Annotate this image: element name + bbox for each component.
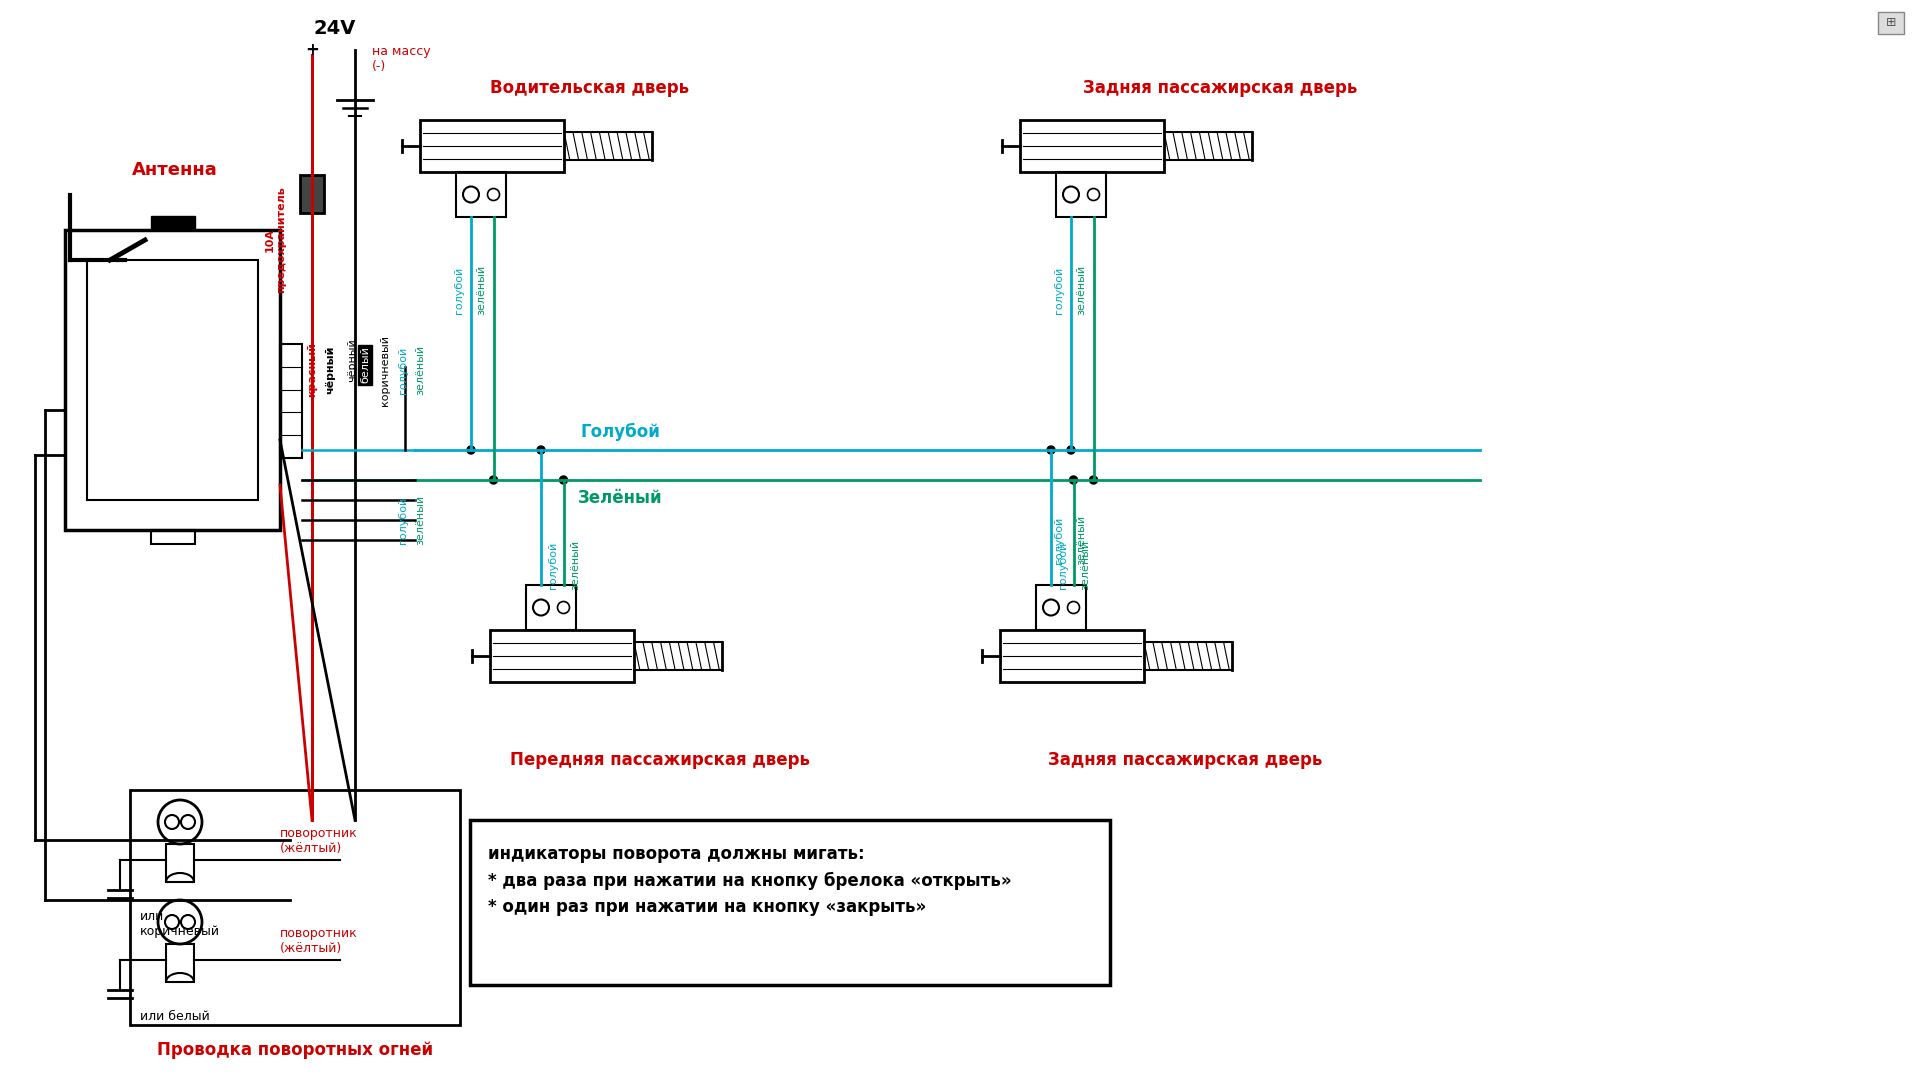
Text: зелёный: зелёный xyxy=(1077,515,1087,565)
Bar xyxy=(280,345,301,458)
Text: Водительская дверь: Водительская дверь xyxy=(490,79,689,97)
Bar xyxy=(165,843,194,882)
Text: Проводка поворотных огней: Проводка поворотных огней xyxy=(157,1041,434,1059)
Text: голубой: голубой xyxy=(547,541,559,589)
Text: 10А
предохранитель: 10А предохранитель xyxy=(265,187,286,294)
Text: зелёный: зелёный xyxy=(415,345,424,395)
Text: голубой: голубой xyxy=(1054,516,1064,564)
Text: или белый: или белый xyxy=(140,1010,209,1023)
Text: Голубой: Голубой xyxy=(580,423,660,441)
Text: зелёный: зелёный xyxy=(476,265,486,315)
Bar xyxy=(300,175,324,213)
Text: индикаторы поворота должны мигать:
* два раза при нажатии на кнопку брелока «отк: индикаторы поворота должны мигать: * два… xyxy=(488,845,1012,916)
Text: зелёный: зелёный xyxy=(415,495,424,545)
Text: Задняя пассажирская дверь: Задняя пассажирская дверь xyxy=(1048,751,1323,769)
Text: коричневый: коричневый xyxy=(380,335,390,405)
Text: Задняя пассажирская дверь: Задняя пассажирская дверь xyxy=(1083,79,1357,97)
Circle shape xyxy=(1089,476,1098,484)
Text: на массу
(-): на массу (-) xyxy=(372,45,430,73)
Text: чёрный: чёрный xyxy=(348,338,357,382)
Circle shape xyxy=(538,446,545,454)
Bar xyxy=(131,789,461,1025)
Bar xyxy=(1000,630,1144,681)
Text: белый: белый xyxy=(361,347,371,383)
Circle shape xyxy=(1046,446,1054,454)
Bar xyxy=(526,585,576,630)
Text: голубой: голубой xyxy=(1058,541,1068,589)
Text: зелёный: зелёный xyxy=(1081,540,1091,590)
Circle shape xyxy=(467,446,474,454)
Text: Передняя пассажирская дверь: Передняя пассажирская дверь xyxy=(511,751,810,769)
Bar xyxy=(1878,12,1905,33)
Text: поворотник
(жёлтый): поворотник (жёлтый) xyxy=(280,927,357,955)
Bar xyxy=(457,172,507,217)
Text: ⊞: ⊞ xyxy=(1885,16,1897,29)
Text: зелёный: зелёный xyxy=(1077,265,1087,315)
Text: голубой: голубой xyxy=(453,267,465,313)
Bar xyxy=(150,530,194,544)
Circle shape xyxy=(1068,446,1075,454)
Text: Зелёный: Зелёный xyxy=(578,489,662,507)
Circle shape xyxy=(559,476,568,484)
Text: чёрный: чёрный xyxy=(324,346,334,394)
Bar xyxy=(150,216,194,230)
Text: голубой: голубой xyxy=(397,347,407,393)
Bar xyxy=(490,630,634,681)
Bar xyxy=(65,230,280,530)
Bar xyxy=(470,820,1110,985)
Bar xyxy=(1037,585,1087,630)
Text: голубой: голубой xyxy=(397,497,407,543)
Bar xyxy=(1056,172,1106,217)
Text: или
коричневый: или коричневый xyxy=(140,910,221,939)
Bar xyxy=(165,944,194,982)
Text: голубой: голубой xyxy=(1054,267,1064,313)
Text: 24V: 24V xyxy=(313,18,357,38)
Text: Антенна: Антенна xyxy=(132,161,217,179)
Text: зелёный: зелёный xyxy=(570,540,580,590)
Text: поворотник
(жёлтый): поворотник (жёлтый) xyxy=(280,827,357,855)
Bar xyxy=(420,120,564,172)
Text: красный: красный xyxy=(307,342,317,397)
Bar xyxy=(86,260,257,500)
Circle shape xyxy=(1069,476,1077,484)
Text: +: + xyxy=(305,41,319,59)
Circle shape xyxy=(490,476,497,484)
Bar xyxy=(1020,120,1164,172)
